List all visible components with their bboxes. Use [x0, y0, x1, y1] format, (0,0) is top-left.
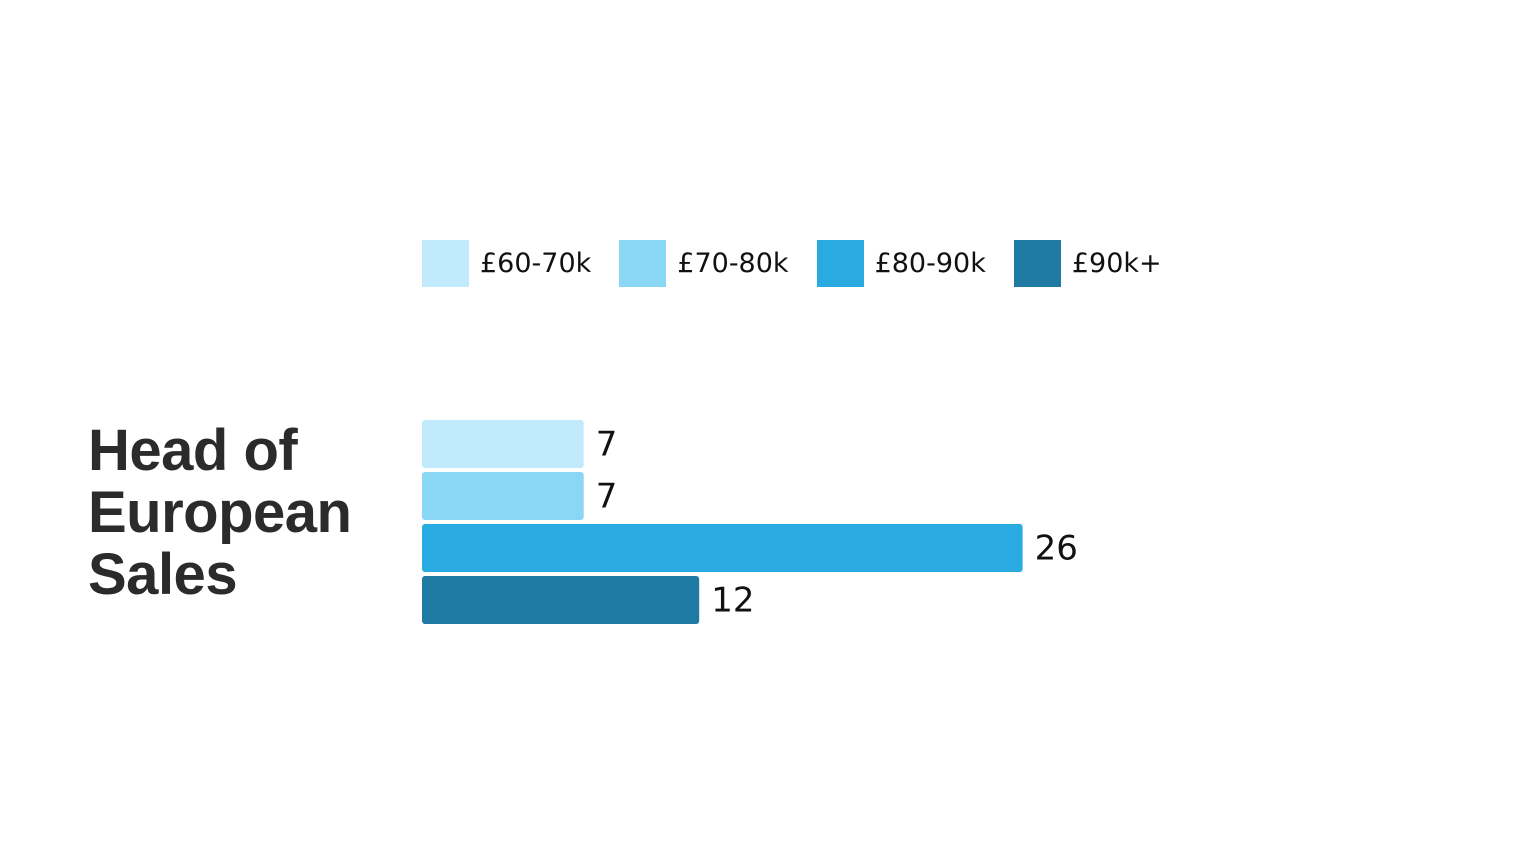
legend-label: £60-70k [480, 248, 592, 279]
legend-swatch [619, 240, 667, 287]
legend-swatch [1013, 240, 1061, 287]
legend-item: £80-90k [816, 240, 986, 287]
category-label: Head of European Sales [88, 418, 352, 607]
value-label: 7 [596, 477, 618, 517]
value-label: 7 [596, 425, 618, 465]
legend-label: £90k+ [1071, 248, 1162, 279]
value-label: 26 [1035, 529, 1078, 569]
bar [422, 576, 700, 624]
value-label: 12 [711, 581, 754, 621]
bar [422, 524, 1023, 572]
legend-label: £80-90k [874, 248, 986, 279]
legend-swatch [816, 240, 864, 287]
bar [422, 420, 584, 468]
legend-item: £90k+ [1013, 240, 1162, 287]
legend-item: £70-80k [619, 240, 789, 287]
legend-swatch [422, 240, 469, 287]
legend-label: £70-80k [677, 248, 789, 279]
legend: £60-70k £70-80k £80-90k £90k+ [422, 240, 1190, 287]
bar [422, 472, 584, 520]
legend-item: £60-70k [422, 240, 591, 287]
